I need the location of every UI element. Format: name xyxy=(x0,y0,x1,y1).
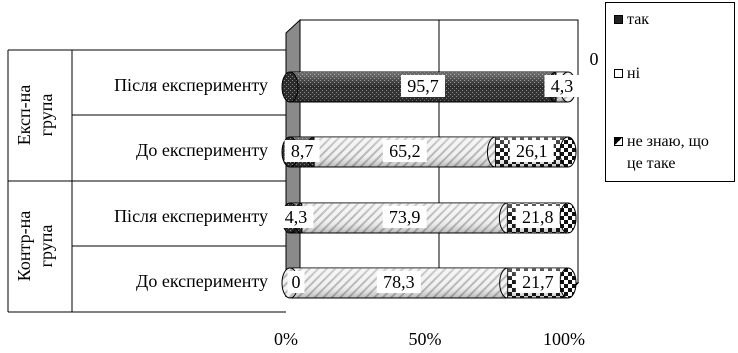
value-label-bg xyxy=(278,206,314,228)
category-label: До експерименту xyxy=(136,271,268,291)
category-labels: Після експерименту До експерименту Після е… xyxy=(114,75,268,291)
value-label-bg xyxy=(515,271,560,293)
value-label-bg xyxy=(401,75,446,97)
value-label: 0 xyxy=(590,49,599,69)
value-label-bg xyxy=(376,271,421,293)
value-label-bg xyxy=(515,206,560,228)
category-label: До експерименту xyxy=(136,140,268,160)
legend-swatch-yes xyxy=(614,15,623,24)
value-label: 65,2 xyxy=(389,141,421,161)
group-label: Експ-на xyxy=(14,85,34,146)
value-labels: 95,7 4,3 0 8,7 65,2 26,1 4,3 73,9 21,8 0 78,3 21,7 xyxy=(278,49,599,293)
value-label-bg xyxy=(284,140,320,162)
legend: так ні не знаю, що це таке xyxy=(605,2,735,182)
legend-swatch-dontknow xyxy=(614,137,623,146)
value-label: 0 xyxy=(292,272,301,292)
x-tick-label: 50% xyxy=(409,329,442,349)
value-label: 95,7 xyxy=(407,76,439,96)
value-label-bg xyxy=(544,75,580,97)
value-label: 8,7 xyxy=(291,141,314,161)
value-label: 26,1 xyxy=(516,141,548,161)
value-label: 21,7 xyxy=(522,272,554,292)
value-label-bg xyxy=(509,140,554,162)
value-label: 4,3 xyxy=(551,76,574,96)
value-label-bg xyxy=(382,206,427,228)
value-label: 21,8 xyxy=(522,207,554,227)
legend-item-no: ні xyxy=(614,63,640,85)
value-label-bg xyxy=(287,271,305,293)
value-label: 4,3 xyxy=(285,207,308,227)
legend-label-dontknow: не знаю, що це таке xyxy=(627,133,709,172)
legend-item-yes: так xyxy=(614,9,649,31)
legend-swatch-no xyxy=(614,69,623,78)
group-label: група xyxy=(36,225,56,268)
category-label: Після експерименту xyxy=(114,206,268,226)
legend-label-yes: так xyxy=(627,11,650,28)
bar-left-cap xyxy=(281,71,299,103)
group-label: Контр-на xyxy=(14,211,34,281)
legend-item-dontknow: не знаю, що це таке xyxy=(614,131,732,175)
category-axis xyxy=(7,49,286,313)
value-label: 78,3 xyxy=(383,272,415,292)
category-label: Після експерименту xyxy=(114,75,268,95)
group-label: група xyxy=(36,94,56,137)
value-label: 73,9 xyxy=(389,207,421,227)
legend-label-no: ні xyxy=(627,65,641,82)
x-axis-ticks: 0% 50% 100% xyxy=(274,329,585,349)
value-label-bg xyxy=(382,140,427,162)
x-tick-label: 0% xyxy=(274,329,298,349)
x-tick-label: 100% xyxy=(543,329,585,349)
